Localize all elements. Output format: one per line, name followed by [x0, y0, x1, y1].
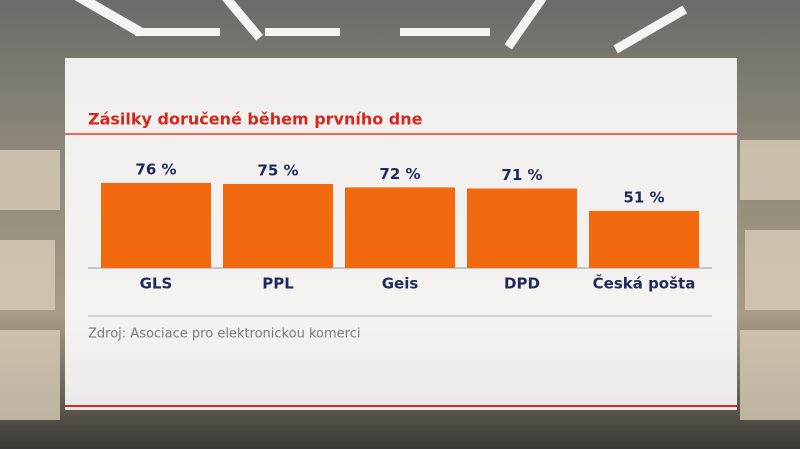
- x-tick-label: Česká pošta: [593, 274, 696, 293]
- value-label: 71 %: [501, 166, 542, 184]
- parcels: [0, 140, 800, 420]
- chart-title: Zásilky doručené během prvního dne: [88, 110, 423, 129]
- value-label: 51 %: [623, 188, 664, 206]
- bar: [467, 188, 577, 268]
- x-tick-label: GLS: [140, 275, 173, 293]
- bar: [589, 210, 699, 268]
- x-tick-label: PPL: [262, 275, 294, 293]
- x-tick-label: DPD: [504, 275, 540, 293]
- bar: [345, 187, 455, 268]
- value-label: 72 %: [379, 165, 420, 183]
- bar: [223, 184, 333, 268]
- bar: [101, 182, 211, 268]
- ceiling-lights: [72, 0, 688, 54]
- source-note: Zdroj: Asociace pro elektronickou komerc…: [88, 327, 360, 342]
- x-tick-label: Geis: [382, 275, 419, 293]
- value-label: 75 %: [257, 162, 298, 180]
- value-label: 76 %: [135, 160, 176, 178]
